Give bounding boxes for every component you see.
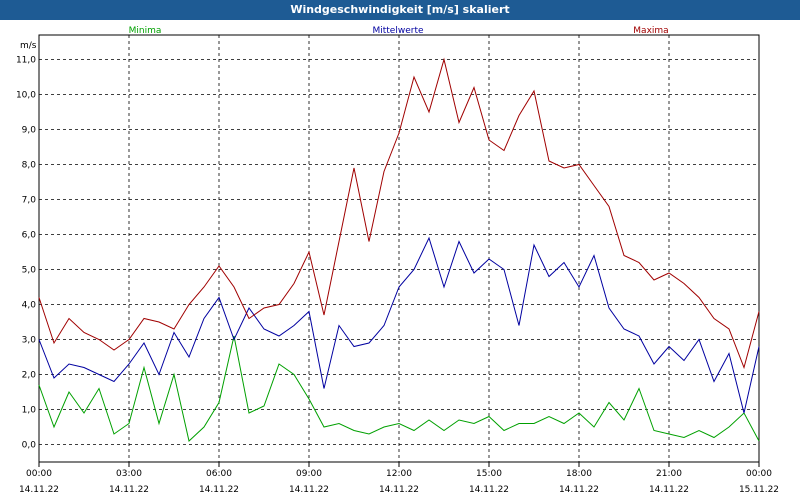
x-tick-time: 12:00 xyxy=(386,469,412,479)
x-tick-date: 14.11.22 xyxy=(649,485,689,495)
x-tick-time: 03:00 xyxy=(116,469,142,479)
x-tick-time: 00:00 xyxy=(746,469,772,479)
y-tick-label: 10,0 xyxy=(16,91,36,101)
legend-maxima: Maxima xyxy=(633,26,668,36)
y-tick-label: 4,0 xyxy=(22,301,37,311)
y-tick-label: 8,0 xyxy=(22,161,37,171)
series-lines xyxy=(38,57,760,442)
y-tick-label: 11,0 xyxy=(16,56,36,66)
series-line-maxima xyxy=(38,57,760,370)
wind-speed-chart: 0,0 1,0 2,0 3,0 4,0 5,0 6,0 7,0 8,0 9,0 10,0 11,0 00… xyxy=(16,26,779,496)
x-tick-date: 14.11.22 xyxy=(379,485,419,495)
x-tick-date: 15.11.22 xyxy=(739,485,779,495)
x-tick-date: 14.11.22 xyxy=(559,485,599,495)
x-tick-time: 06:00 xyxy=(206,469,232,479)
series-line-mittelwerte xyxy=(38,236,760,414)
grid-lines xyxy=(38,35,760,467)
x-tick-date: 14.11.22 xyxy=(19,485,59,495)
y-axis-unit: m/s xyxy=(20,41,37,51)
y-tick-label: 1,0 xyxy=(22,406,37,416)
series-line-minima xyxy=(38,335,760,442)
legend-minima: Minima xyxy=(129,26,162,36)
x-tick-time: 09:00 xyxy=(296,469,322,479)
x-tick-time: 00:00 xyxy=(26,469,52,479)
x-tick-date: 14.11.22 xyxy=(289,485,329,495)
x-tick-time: 18:00 xyxy=(566,469,592,479)
x-tick-time: 21:00 xyxy=(656,469,682,479)
y-tick-label: 9,0 xyxy=(22,126,37,136)
y-tick-label: 3,0 xyxy=(22,336,37,346)
x-tick-date: 14.11.22 xyxy=(199,485,239,495)
chart-title: Windgeschwindigkeit [m/s] skaliert xyxy=(290,3,510,16)
y-tick-label: 6,0 xyxy=(22,231,37,241)
x-tick-time: 15:00 xyxy=(476,469,502,479)
chart-title-bar: Windgeschwindigkeit [m/s] skaliert xyxy=(0,0,800,20)
axis-labels: 0,0 1,0 2,0 3,0 4,0 5,0 6,0 7,0 8,0 9,0 10,0 11,0 00… xyxy=(16,56,779,496)
x-tick-date: 14.11.22 xyxy=(469,485,509,495)
y-tick-label: 7,0 xyxy=(22,196,37,206)
y-tick-label: 2,0 xyxy=(22,371,37,381)
x-tick-date: 14.11.22 xyxy=(109,485,149,495)
y-tick-label: 0,0 xyxy=(22,441,37,451)
y-tick-label: 5,0 xyxy=(22,266,37,276)
legend-mittelwerte: Mittelwerte xyxy=(372,26,423,36)
